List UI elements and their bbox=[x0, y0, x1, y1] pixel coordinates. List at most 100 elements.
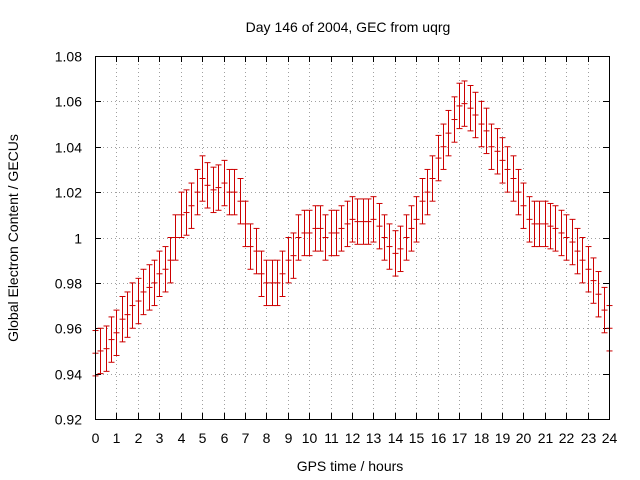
error-bars bbox=[92, 80, 613, 377]
error-bar-point bbox=[376, 202, 383, 250]
error-bar-point bbox=[285, 237, 292, 284]
x-tick-label: 8 bbox=[263, 430, 271, 446]
error-bar-point bbox=[429, 155, 436, 202]
x-tick-label: 11 bbox=[324, 430, 339, 446]
error-bar-point bbox=[504, 146, 511, 193]
error-bar-point bbox=[392, 230, 399, 277]
x-tick-label: 4 bbox=[178, 430, 186, 446]
error-bar-point bbox=[510, 155, 517, 202]
error-bar-point bbox=[515, 168, 522, 216]
x-tick-label: 24 bbox=[602, 430, 618, 446]
error-bar-point bbox=[290, 232, 297, 279]
error-bar-point bbox=[499, 137, 506, 184]
y-tick-label: 1.04 bbox=[55, 140, 82, 156]
error-bar-point bbox=[119, 295, 126, 343]
y-tick-labels: 0.92 0.94 0.96 0.98 1 1.02 1.04 1.06 1.08 bbox=[55, 49, 82, 428]
error-bar-point bbox=[322, 214, 329, 261]
error-bar-point bbox=[478, 100, 485, 148]
error-bar-point bbox=[552, 205, 559, 252]
error-bar-point bbox=[563, 214, 570, 261]
x-tick-label: 7 bbox=[242, 430, 250, 446]
x-axis-label: GPS time / hours bbox=[297, 458, 404, 474]
error-bar-point bbox=[579, 237, 586, 284]
error-bar-point bbox=[483, 107, 490, 155]
error-bar-point bbox=[472, 91, 479, 139]
error-bar-point bbox=[151, 259, 158, 307]
x-tick-label: 21 bbox=[538, 430, 554, 446]
error-bar-point bbox=[215, 164, 222, 211]
error-bar-point bbox=[494, 128, 501, 175]
y-tick-label: 0.96 bbox=[55, 321, 82, 337]
error-bar-point bbox=[183, 189, 190, 236]
error-bar-point bbox=[199, 155, 206, 202]
error-bar-point bbox=[188, 182, 195, 229]
error-bar-point bbox=[526, 196, 533, 243]
error-bar-point bbox=[194, 168, 201, 216]
error-bar-point bbox=[370, 196, 377, 243]
error-bar-point bbox=[306, 209, 313, 257]
error-bar-point bbox=[263, 259, 270, 307]
plot-frame bbox=[95, 56, 610, 420]
error-bar-point bbox=[140, 268, 147, 316]
y-tick-label: 1 bbox=[74, 231, 82, 247]
y-tick-label: 0.92 bbox=[55, 412, 82, 428]
x-tick-label: 5 bbox=[199, 430, 207, 446]
error-bar-point bbox=[135, 277, 142, 325]
error-bar-point bbox=[354, 198, 361, 245]
y-tick-label: 0.98 bbox=[55, 276, 82, 292]
x-tick-label: 19 bbox=[495, 430, 511, 446]
error-bar-point bbox=[103, 325, 110, 372]
error-bar-point bbox=[231, 168, 238, 216]
error-bar-point bbox=[333, 209, 340, 257]
x-tick-label: 17 bbox=[452, 430, 468, 446]
x-tick-label: 6 bbox=[221, 430, 229, 446]
error-bar-point bbox=[569, 218, 576, 266]
y-tick-label: 1.08 bbox=[55, 49, 82, 65]
x-tick-label: 3 bbox=[156, 430, 164, 446]
error-bar-point bbox=[585, 246, 592, 293]
error-bar-point bbox=[547, 202, 554, 250]
error-bar-point bbox=[178, 191, 185, 238]
x-tick-label: 9 bbox=[285, 430, 293, 446]
error-bar-point bbox=[435, 134, 442, 182]
x-tick-label: 10 bbox=[302, 430, 318, 446]
x-tick-label: 2 bbox=[135, 430, 143, 446]
error-bar-point bbox=[590, 257, 597, 304]
error-bar-point bbox=[419, 178, 426, 225]
x-tick-label: 18 bbox=[474, 430, 490, 446]
error-bar-point bbox=[520, 182, 527, 229]
error-bar-point bbox=[536, 200, 543, 248]
error-bar-point bbox=[258, 250, 265, 297]
error-bar-point bbox=[210, 166, 217, 214]
error-bar-point bbox=[279, 250, 286, 297]
error-bar-point bbox=[172, 214, 179, 261]
error-bar-point bbox=[558, 209, 565, 257]
y-tick-label: 0.94 bbox=[55, 367, 82, 383]
error-bar-point bbox=[97, 327, 104, 375]
error-bar-point bbox=[124, 291, 131, 338]
error-bar-point bbox=[221, 159, 228, 207]
y-tick-label: 1.02 bbox=[55, 185, 82, 201]
error-bar-point bbox=[424, 168, 431, 216]
error-bar-point bbox=[156, 250, 163, 297]
error-bar-point bbox=[386, 223, 393, 270]
error-bar-point bbox=[440, 123, 447, 170]
x-tick-label: 0 bbox=[92, 430, 100, 446]
error-bar-point bbox=[488, 123, 495, 170]
error-bar-point bbox=[381, 214, 388, 261]
y-tick-label: 1.06 bbox=[55, 94, 82, 110]
error-bar-point bbox=[456, 82, 463, 130]
x-tick-label: 1 bbox=[113, 430, 121, 446]
x-tick-label: 16 bbox=[431, 430, 447, 446]
x-tick-label: 15 bbox=[409, 430, 425, 446]
error-bar-point bbox=[113, 309, 120, 356]
error-bar-point bbox=[317, 205, 324, 252]
error-bar-point bbox=[403, 214, 410, 261]
error-bar-point bbox=[408, 205, 415, 252]
error-bar-point bbox=[338, 205, 345, 252]
error-bar-point bbox=[162, 246, 169, 293]
error-bar-point bbox=[204, 162, 211, 209]
error-bar-point bbox=[129, 282, 136, 329]
error-bar-point bbox=[467, 84, 474, 132]
